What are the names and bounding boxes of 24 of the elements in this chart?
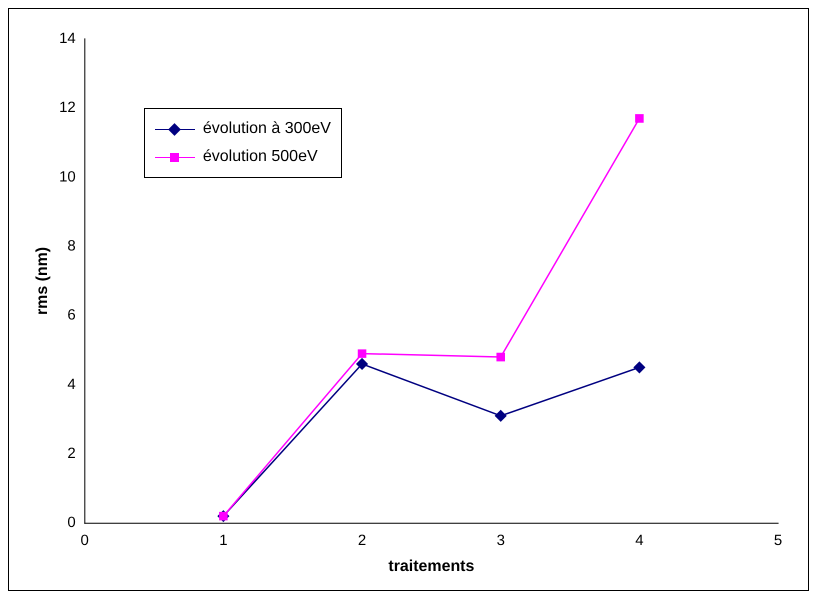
- y-tick-label: 4: [67, 376, 76, 393]
- y-axis-title: rms (nm): [34, 246, 51, 316]
- point: [358, 349, 366, 358]
- point: [494, 410, 506, 422]
- x-tick-label: 4: [635, 532, 644, 550]
- legend-label: évolution à 300eV: [202, 120, 331, 138]
- x-tick-label: 0: [80, 532, 89, 550]
- x-tick-label: 2: [358, 532, 366, 550]
- point: [356, 358, 368, 370]
- x-tick-label: 5: [774, 532, 782, 550]
- x-tick-label: 1: [219, 532, 228, 550]
- point: [635, 114, 644, 123]
- y-tick-label: 0: [67, 514, 76, 532]
- y-tick-label: 2: [67, 445, 76, 462]
- y-tick-label: 8: [67, 238, 76, 255]
- point: [634, 362, 646, 374]
- y-tick-label: 6: [67, 306, 76, 324]
- y-tick-label: 14: [59, 30, 76, 48]
- x-tick-label: 3: [496, 532, 505, 550]
- legend-label: évolution 500eV: [202, 148, 318, 166]
- point: [496, 352, 505, 362]
- x-axis-title: traitements: [388, 558, 474, 575]
- y-tick-label: 10: [59, 168, 76, 186]
- y-tick-label: 12: [59, 99, 76, 116]
